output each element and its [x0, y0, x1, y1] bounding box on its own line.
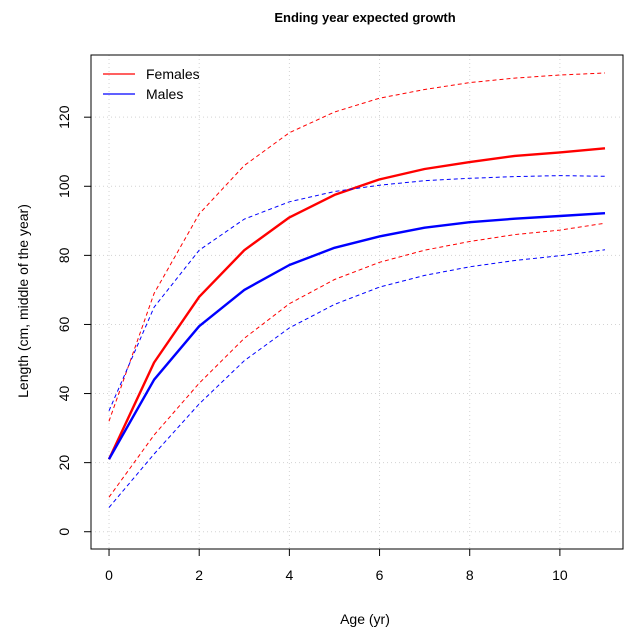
x-axis-label: Age (yr) [340, 611, 390, 627]
y-tick-label: 0 [56, 528, 72, 536]
y-tick-label: 100 [56, 174, 72, 198]
y-axis: 0 20 40 60 80 100 120 [56, 105, 92, 536]
x-tick-label: 10 [552, 567, 568, 583]
x-tick-label: 4 [285, 567, 293, 583]
x-axis: 0 2 4 6 8 10 [105, 548, 568, 583]
x-tick-label: 2 [195, 567, 203, 583]
x-tick-label: 8 [466, 567, 474, 583]
series-line [107, 212, 606, 460]
series-band-line [108, 249, 606, 508]
x-tick-label: 0 [105, 567, 113, 583]
series-band-line [108, 175, 606, 411]
y-tick-label: 20 [56, 455, 72, 471]
legend-label: Females [146, 66, 200, 82]
series-band-line [108, 222, 606, 498]
y-tick-label: 120 [56, 105, 72, 129]
grid [91, 55, 623, 549]
y-tick-label: 60 [56, 316, 72, 332]
y-axis-label: Length (cm, middle of the year) [15, 204, 31, 398]
series-line [107, 147, 606, 460]
x-tick-label: 6 [376, 567, 384, 583]
y-tick-label: 40 [56, 386, 72, 402]
legend-label: Males [146, 86, 183, 102]
chart-title: Ending year expected growth [274, 10, 455, 25]
series-lines [107, 72, 606, 508]
series-band-line [108, 72, 606, 422]
y-tick-label: 80 [56, 247, 72, 263]
plot-frame [90, 54, 624, 550]
legend: Females Males [103, 66, 200, 102]
